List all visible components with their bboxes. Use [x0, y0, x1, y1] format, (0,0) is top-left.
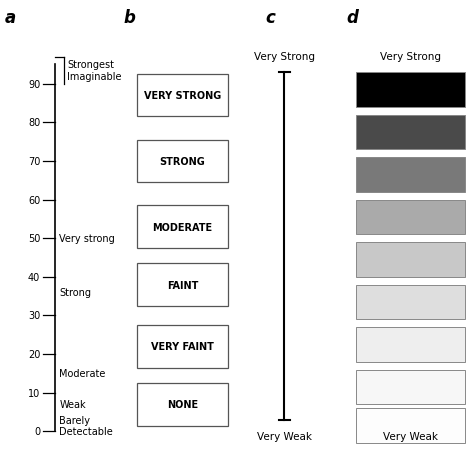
Bar: [137, 206, 228, 248]
Bar: [356, 327, 465, 362]
Text: 50: 50: [28, 234, 40, 244]
Text: VERY STRONG: VERY STRONG: [144, 91, 221, 101]
Text: Strong: Strong: [59, 288, 91, 297]
Text: Very Weak: Very Weak: [383, 431, 438, 442]
Text: Very Weak: Very Weak: [257, 431, 312, 442]
Text: c: c: [265, 9, 275, 27]
Bar: [137, 140, 228, 183]
Text: 40: 40: [28, 272, 40, 282]
Text: NONE: NONE: [167, 399, 198, 409]
Text: a: a: [5, 9, 16, 27]
Text: 80: 80: [28, 118, 40, 128]
Bar: [137, 325, 228, 368]
Text: 70: 70: [28, 157, 40, 167]
Text: 60: 60: [28, 195, 40, 205]
Text: Moderate: Moderate: [59, 369, 106, 379]
Bar: [356, 285, 465, 319]
Text: FAINT: FAINT: [167, 280, 198, 290]
Text: Very Strong: Very Strong: [380, 51, 440, 62]
Text: 10: 10: [28, 388, 40, 398]
Bar: [356, 409, 465, 443]
Text: MODERATE: MODERATE: [153, 222, 212, 232]
Text: Very strong: Very strong: [59, 234, 115, 244]
Bar: [356, 242, 465, 277]
Bar: [356, 115, 465, 150]
Text: Very Strong: Very Strong: [254, 51, 315, 62]
Text: VERY FAINT: VERY FAINT: [151, 341, 214, 352]
Bar: [356, 73, 465, 107]
Text: 30: 30: [28, 311, 40, 321]
Bar: [137, 383, 228, 425]
Bar: [356, 200, 465, 235]
Text: Barely
Detectable: Barely Detectable: [59, 415, 113, 437]
Text: 20: 20: [28, 349, 40, 359]
Text: 90: 90: [28, 79, 40, 90]
Text: b: b: [123, 9, 135, 27]
Text: 0: 0: [34, 426, 40, 437]
Text: STRONG: STRONG: [160, 157, 205, 167]
Bar: [356, 370, 465, 404]
Bar: [137, 264, 228, 306]
Text: d: d: [346, 9, 358, 27]
Text: Weak: Weak: [59, 399, 86, 409]
Bar: [137, 75, 228, 117]
Text: Strongest
Imaginable: Strongest Imaginable: [67, 60, 122, 82]
Bar: [356, 158, 465, 192]
